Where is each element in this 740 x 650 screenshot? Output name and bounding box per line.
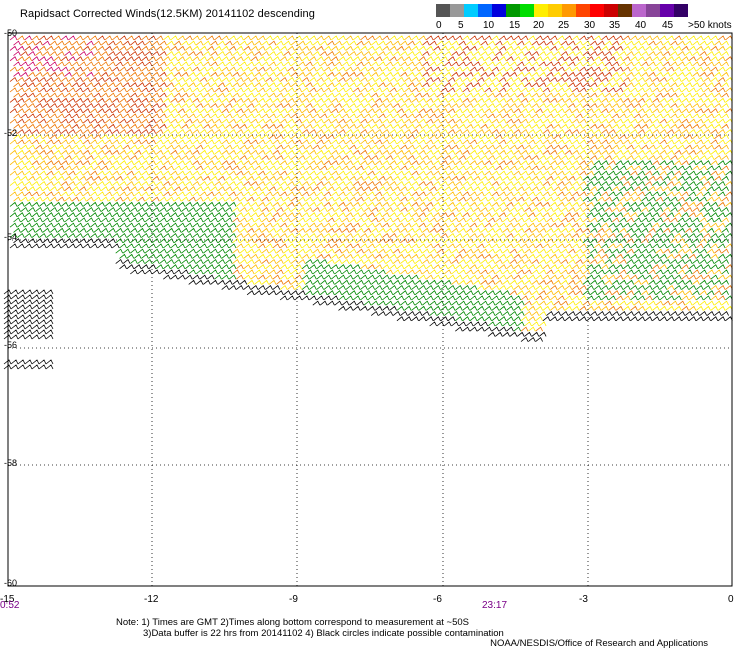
legend-swatch xyxy=(618,4,632,17)
grid-lines xyxy=(8,33,732,586)
map-frame xyxy=(7,32,733,587)
wind-barb-group xyxy=(3,238,733,370)
longitude-label: -9 xyxy=(289,594,298,605)
latitude-label: -58 xyxy=(4,458,18,468)
legend-swatch xyxy=(604,4,618,17)
map-title: Rapidsact Corrected Winds(12.5KM) 201411… xyxy=(20,8,315,20)
latitude-label: -52 xyxy=(4,128,18,138)
legend-swatch xyxy=(674,4,688,17)
wind-barb-group xyxy=(9,35,627,134)
legend-label: >50 knots xyxy=(688,20,732,31)
wind-barb-group xyxy=(9,35,733,332)
longitude-label: -12 xyxy=(144,594,159,605)
legend-label: 25 xyxy=(558,20,570,31)
latitude-label: -50 xyxy=(4,28,18,38)
longitude-label: -3 xyxy=(579,594,588,605)
longitude-label: -6 xyxy=(433,594,442,605)
longitude-label: 0 xyxy=(728,594,734,605)
legend-swatch xyxy=(478,4,492,17)
wind-barb-group xyxy=(9,160,733,332)
legend-swatch xyxy=(576,4,590,17)
legend-swatch xyxy=(506,4,520,17)
legend-swatch xyxy=(450,4,464,17)
time-label-start: 0:52 xyxy=(0,600,20,611)
legend-label: 45 xyxy=(662,20,674,31)
legend-label: 40 xyxy=(635,20,647,31)
latitude-label: -54 xyxy=(4,232,18,242)
wind-barb-group xyxy=(9,35,733,332)
legend-swatch xyxy=(436,4,450,17)
time-label-end: 23:17 xyxy=(482,600,508,611)
legend-swatch xyxy=(660,4,674,17)
latitude-label: -56 xyxy=(4,340,18,350)
legend-label: 5 xyxy=(458,20,464,31)
legend-label: 30 xyxy=(584,20,596,31)
legend-swatch xyxy=(464,4,478,17)
wind-barb-group xyxy=(9,35,733,322)
wind-barbs-layer xyxy=(3,35,733,370)
legend-label: 15 xyxy=(509,20,521,31)
note-line-2: 3)Data buffer is 22 hrs from 20141102 4)… xyxy=(143,628,504,639)
legend-label: 35 xyxy=(609,20,621,31)
notes-block: Note: 1) Times are GMT 2)Times along bot… xyxy=(116,617,504,639)
legend-label: 0 xyxy=(436,20,442,31)
legend-swatch xyxy=(492,4,506,17)
legend-swatch xyxy=(520,4,534,17)
legend-swatch xyxy=(646,4,660,17)
wind-barb-group xyxy=(9,35,94,77)
legend-swatch xyxy=(534,4,548,17)
legend-swatch xyxy=(548,4,562,17)
legend-swatch xyxy=(632,4,646,17)
credit-line: NOAA/NESDIS/Office of Research and Appli… xyxy=(490,638,708,649)
legend-swatch xyxy=(562,4,576,17)
latitude-label: -60 xyxy=(4,578,18,588)
legend-label: 20 xyxy=(533,20,545,31)
legend-swatch xyxy=(590,4,604,17)
note-line-1: Note: 1) Times are GMT 2)Times along bot… xyxy=(116,617,469,628)
longitude-label: -15 xyxy=(0,594,15,605)
legend-label: 10 xyxy=(483,20,495,31)
